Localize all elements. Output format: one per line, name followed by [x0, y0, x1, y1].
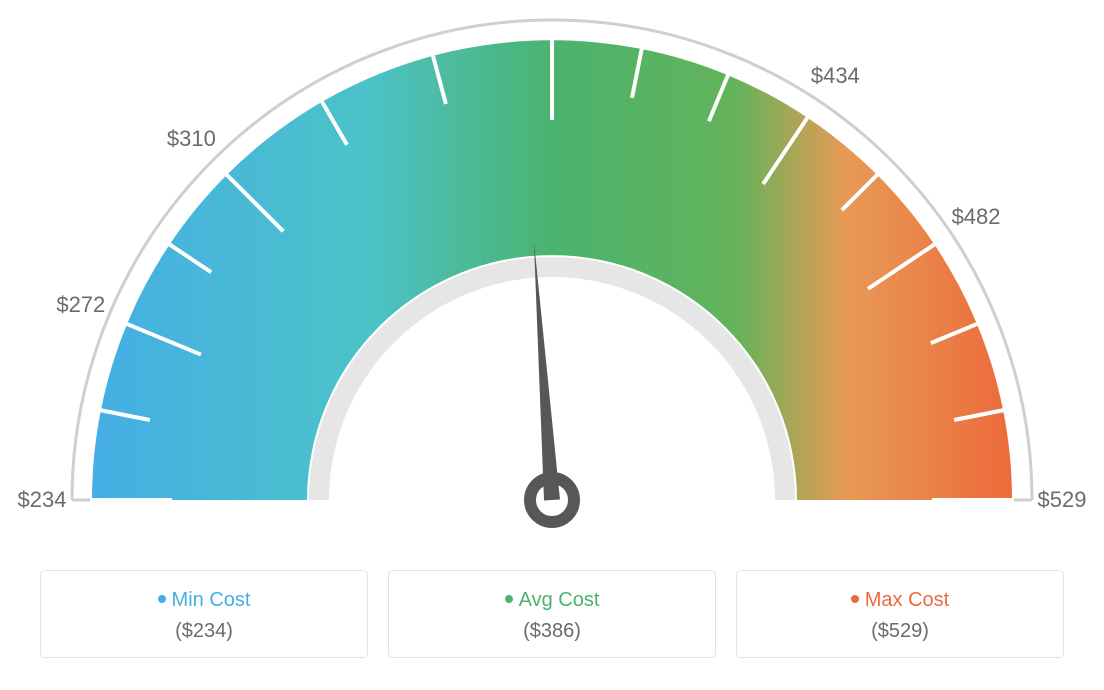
gauge-tick-label: $386 [528, 0, 577, 3]
legend-row: Min Cost ($234) Avg Cost ($386) Max Cost… [0, 570, 1104, 658]
legend-avg-label: Avg Cost [519, 589, 600, 611]
legend-max-card: Max Cost ($529) [736, 570, 1064, 658]
legend-avg-dot [505, 595, 513, 603]
legend-min-label: Min Cost [172, 589, 251, 611]
gauge-tick-label: $482 [952, 204, 1001, 230]
gauge-chart: $234 $272 $310 $386 $434 $482 $529 [0, 0, 1104, 560]
gauge-tick-label: $529 [1038, 487, 1087, 513]
legend-max-dot [851, 595, 859, 603]
gauge-tick-label: $272 [56, 292, 105, 318]
legend-avg-title: Avg Cost [399, 589, 705, 612]
gauge-tick-label: $434 [811, 63, 860, 89]
legend-max-title: Max Cost [747, 589, 1053, 612]
legend-avg-value: ($386) [399, 620, 705, 643]
legend-max-label: Max Cost [865, 589, 949, 611]
legend-min-card: Min Cost ($234) [40, 570, 368, 658]
legend-min-dot [158, 595, 166, 603]
legend-min-value: ($234) [51, 620, 357, 643]
legend-max-value: ($529) [747, 620, 1053, 643]
legend-min-title: Min Cost [51, 589, 357, 612]
gauge-svg [0, 0, 1104, 560]
gauge-tick-label: $310 [167, 126, 216, 152]
legend-avg-card: Avg Cost ($386) [388, 570, 716, 658]
gauge-tick-label: $234 [18, 487, 67, 513]
